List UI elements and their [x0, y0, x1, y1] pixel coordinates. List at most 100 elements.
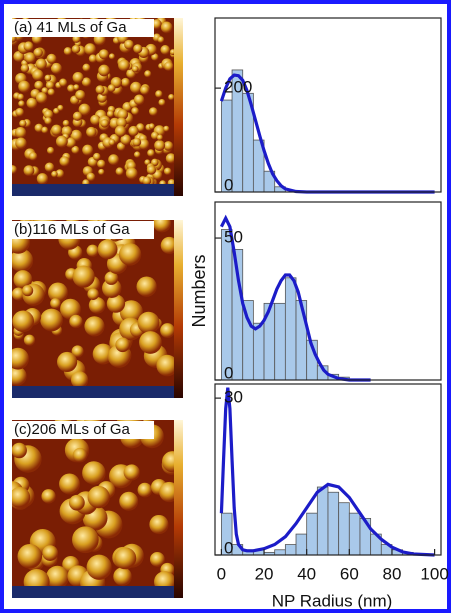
afm-grain [108, 53, 115, 60]
afm-grain [97, 159, 106, 169]
afm-grain [28, 151, 38, 161]
panel-title-background [12, 221, 154, 239]
afm-grain [98, 168, 105, 176]
afm-grain [159, 481, 174, 503]
afm-grain [44, 117, 52, 125]
afm-grain [86, 172, 96, 182]
afm-grain [63, 47, 72, 56]
afm-scale-strip [12, 386, 174, 398]
afm-grain [45, 81, 55, 90]
afm-grain [149, 514, 169, 535]
afm-grain [160, 45, 171, 55]
afm-grain [137, 311, 160, 334]
afm-grain [59, 473, 80, 495]
afm-grain [42, 545, 59, 561]
afm-grain [51, 170, 58, 178]
afm-grain [23, 334, 36, 346]
afm-grain [147, 149, 155, 157]
fit-curve [219, 387, 435, 557]
afm-grain [142, 176, 152, 184]
afm-scale-strip [12, 586, 174, 598]
afm-grain [51, 124, 63, 136]
afm-grain [160, 323, 174, 338]
afm-grain [87, 485, 110, 509]
afm-grain [116, 117, 127, 129]
histogram-bar [316, 486, 329, 556]
afm-grain [137, 482, 153, 498]
afm-grain [72, 71, 84, 84]
afm-grain [20, 64, 30, 73]
x-tick-label: 100 [420, 564, 448, 583]
afm-grain [50, 62, 62, 74]
afm-grain [22, 285, 34, 297]
afm-grain [40, 308, 63, 332]
afm-grain [12, 287, 25, 301]
afm-grain [12, 347, 29, 370]
afm-grain [72, 526, 99, 554]
afm-grain [100, 118, 109, 128]
histogram-bar [327, 491, 340, 556]
afm-grain [136, 276, 157, 297]
afm-grain [58, 78, 68, 87]
y-tick-label: 50 [224, 228, 243, 247]
afm-grains [12, 18, 174, 184]
afm-grain [98, 64, 110, 77]
x-tick-label: 80 [383, 564, 402, 583]
afm-grain [106, 110, 115, 118]
afm-colorbar [174, 220, 183, 398]
y-axis-label: Numbers [189, 254, 209, 327]
afm-grain [34, 80, 44, 90]
histogram-bar [348, 512, 361, 556]
afm-grain [131, 65, 139, 73]
y-tick-label: 0 [224, 363, 233, 382]
afm-grain [60, 298, 81, 320]
afm-grain [72, 447, 88, 463]
histogram-bar [220, 229, 233, 381]
afm-grain [69, 314, 83, 329]
afm-grain [86, 126, 97, 138]
afm-grain [15, 137, 27, 149]
x-tick-label: 20 [255, 564, 274, 583]
plot-frame [214, 201, 442, 381]
histogram-bar [274, 549, 286, 556]
x-tick-label: 60 [340, 564, 359, 583]
afm-grain [35, 58, 47, 70]
afm-grain [124, 39, 134, 50]
afm-grain [131, 107, 140, 115]
histogram-bar [306, 512, 318, 556]
afm-grain [13, 270, 33, 289]
histogram-bar [284, 544, 297, 556]
afm-grain [12, 366, 27, 386]
afm-grain [149, 552, 165, 567]
afm-grain [102, 278, 122, 298]
afm-grain [153, 220, 172, 233]
afm-grain [104, 271, 119, 285]
afm-grain [65, 137, 76, 148]
afm-grain [43, 109, 54, 120]
afm-grain [13, 50, 25, 62]
afm-grain [17, 543, 43, 569]
histogram-bar [295, 533, 308, 556]
afm-grain [46, 146, 55, 155]
afm-grain [88, 54, 98, 63]
panel-title: (b)116 MLs of Ga [14, 221, 130, 238]
afm-grain [81, 77, 92, 87]
afm-grain [118, 243, 142, 266]
afm-grain [72, 111, 83, 121]
afm-grain [55, 169, 65, 178]
y-tick-label: 30 [224, 388, 243, 407]
afm-grain [82, 63, 91, 72]
afm-grain [156, 354, 174, 377]
afm-grain [23, 41, 34, 52]
afm-grain [130, 81, 142, 94]
histogram-bar [284, 277, 297, 381]
afm-grain [119, 300, 143, 324]
afm-colorbar [174, 18, 183, 196]
afm-grain [86, 244, 99, 257]
afm-grain [45, 565, 69, 586]
afm-image [12, 420, 183, 598]
afm-grain [168, 94, 174, 101]
afm-scale-strip [12, 184, 174, 196]
afm-grain [160, 236, 174, 255]
